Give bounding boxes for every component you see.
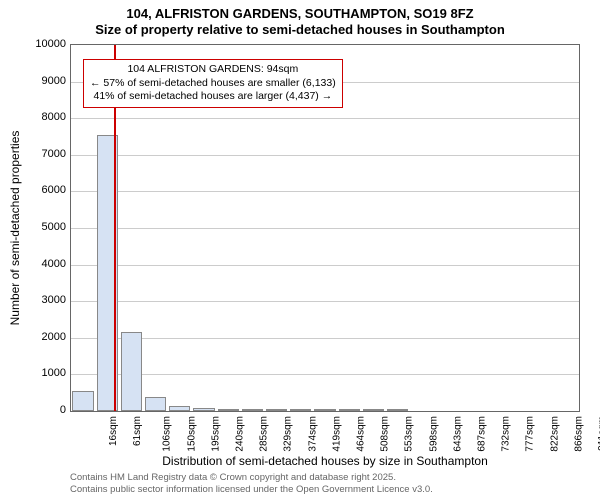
y-tick-label: 9000 — [16, 75, 66, 87]
x-tick-label: 419sqm — [331, 416, 342, 452]
x-tick-label: 195sqm — [210, 416, 221, 452]
y-tick-label: 0 — [16, 404, 66, 416]
x-tick-label: 553sqm — [404, 416, 415, 452]
gridline — [71, 228, 579, 229]
gridline — [71, 155, 579, 156]
x-tick-label: 598sqm — [428, 416, 439, 452]
chart-container: 104, ALFRISTON GARDENS, SOUTHAMPTON, SO1… — [0, 0, 600, 500]
bar — [121, 332, 142, 411]
bar — [169, 406, 190, 411]
gridline — [71, 265, 579, 266]
x-tick-label: 732sqm — [501, 416, 512, 452]
bar — [193, 408, 214, 411]
x-tick-label: 464sqm — [356, 416, 367, 452]
x-tick-label: 106sqm — [162, 416, 173, 452]
gridline — [71, 374, 579, 375]
x-tick-label: 150sqm — [186, 416, 197, 452]
gridline — [71, 118, 579, 119]
x-tick-label: 374sqm — [307, 416, 318, 452]
y-tick-label: 1000 — [16, 367, 66, 379]
y-tick-label: 10000 — [16, 38, 66, 50]
x-tick-label: 285sqm — [259, 416, 270, 452]
y-tick-label: 6000 — [16, 184, 66, 196]
x-tick-label: 687sqm — [477, 416, 488, 452]
y-tick-label: 7000 — [16, 148, 66, 160]
annotation-line3: 41% of semi-detached houses are larger (… — [90, 90, 336, 104]
y-tick-label: 2000 — [16, 331, 66, 343]
x-tick-label: 240sqm — [235, 416, 246, 452]
x-tick-label: 16sqm — [108, 416, 119, 446]
y-tick-label: 3000 — [16, 294, 66, 306]
x-tick-label: 777sqm — [525, 416, 536, 452]
bar — [387, 409, 408, 411]
y-tick-label: 5000 — [16, 221, 66, 233]
x-tick-label: 643sqm — [452, 416, 463, 452]
gridline — [71, 338, 579, 339]
bar — [242, 409, 263, 411]
bar — [145, 397, 166, 411]
title-line-2: Size of property relative to semi-detach… — [0, 22, 600, 37]
gridline — [71, 191, 579, 192]
annotation-line1: 104 ALFRISTON GARDENS: 94sqm — [90, 63, 336, 77]
bar — [290, 409, 311, 411]
bar — [363, 409, 384, 411]
gridline — [71, 301, 579, 302]
x-tick-label: 508sqm — [380, 416, 391, 452]
footer-line-1: Contains HM Land Registry data © Crown c… — [70, 472, 396, 483]
x-tick-label: 61sqm — [132, 416, 143, 446]
x-tick-label: 329sqm — [283, 416, 294, 452]
x-tick-label: 866sqm — [573, 416, 584, 452]
title-line-1: 104, ALFRISTON GARDENS, SOUTHAMPTON, SO1… — [0, 6, 600, 21]
annotation-box: 104 ALFRISTON GARDENS: 94sqm ← 57% of se… — [83, 59, 343, 108]
y-tick-label: 8000 — [16, 111, 66, 123]
x-axis-label: Distribution of semi-detached houses by … — [70, 454, 580, 468]
bar — [314, 409, 335, 411]
y-tick-label: 4000 — [16, 258, 66, 270]
bar — [266, 409, 287, 411]
bar — [339, 409, 360, 411]
footer-line-2: Contains public sector information licen… — [70, 484, 433, 495]
bar — [218, 409, 239, 411]
plot-area: 104 ALFRISTON GARDENS: 94sqm ← 57% of se… — [70, 44, 580, 412]
bar — [72, 391, 93, 411]
annotation-line2: ← 57% of semi-detached houses are smalle… — [90, 77, 336, 91]
x-tick-label: 822sqm — [549, 416, 560, 452]
